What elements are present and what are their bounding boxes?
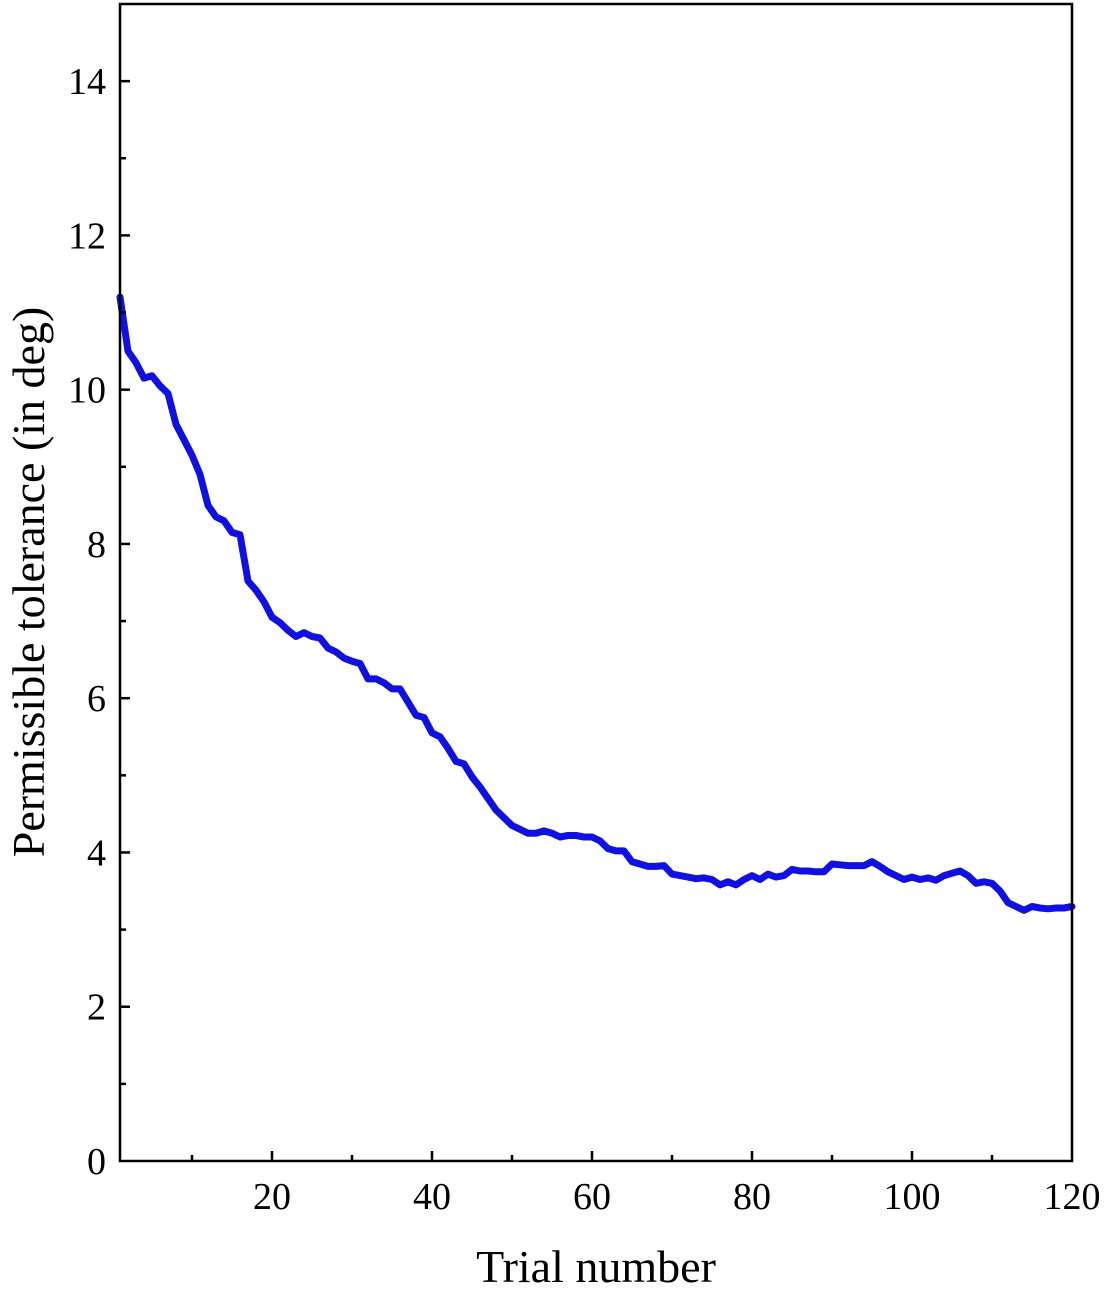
y-tick-label: 14 bbox=[68, 61, 106, 103]
y-tick-label: 0 bbox=[87, 1141, 106, 1183]
y-tick-label: 10 bbox=[68, 370, 106, 412]
x-axis-title: Trial number bbox=[476, 1241, 716, 1292]
x-tick-label: 100 bbox=[884, 1176, 941, 1218]
x-tick-label: 60 bbox=[573, 1176, 611, 1218]
y-tick-label: 4 bbox=[87, 832, 106, 874]
series-line bbox=[116, 293, 1076, 914]
y-tick-label: 2 bbox=[87, 987, 106, 1029]
x-tick-label: 120 bbox=[1044, 1176, 1101, 1218]
y-tick-label: 6 bbox=[87, 678, 106, 720]
plot-frame bbox=[118, 2, 1074, 1163]
x-tick-label: 40 bbox=[413, 1176, 451, 1218]
x-tick-label: 20 bbox=[253, 1176, 291, 1218]
x-tick-label: 80 bbox=[733, 1176, 771, 1218]
y-tick-label: 12 bbox=[68, 215, 106, 257]
y-axis-title: Permissible tolerance (in deg) bbox=[3, 307, 54, 858]
y-tick-label: 8 bbox=[87, 524, 106, 566]
